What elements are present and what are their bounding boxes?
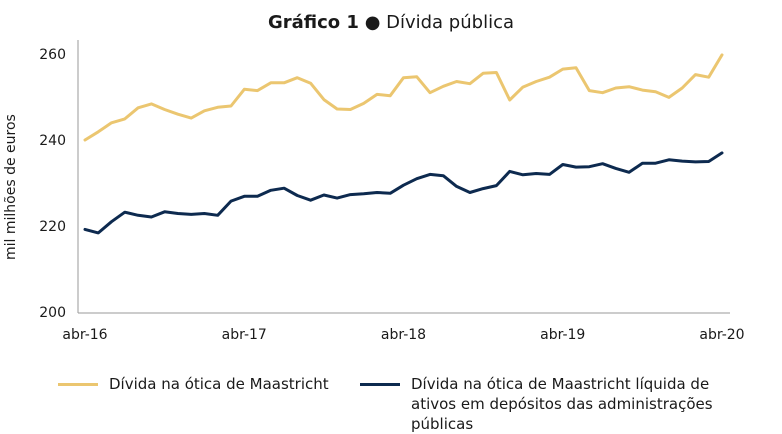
chart-title-text: ● Dívida pública [364, 12, 514, 33]
y-tick-label: 200 [39, 305, 66, 321]
legend-item-maastricht: Dívida na ótica de Maastricht [58, 374, 358, 396]
x-tick-label: abr-18 [381, 327, 426, 343]
x-tick-label: abr-20 [699, 327, 744, 343]
legend-label-maastricht-net: Dívida na ótica de Maastricht líquida de… [411, 375, 713, 433]
x-tick-label: abr-19 [540, 327, 585, 343]
legend-swatch-maastricht-net [360, 383, 400, 386]
series-line-maastricht [83, 53, 724, 142]
y-tick-label: 240 [39, 133, 66, 149]
y-tick-label: 220 [39, 219, 66, 235]
legend-label-maastricht: Dívida na ótica de Maastricht [109, 375, 329, 393]
chart-title: Gráfico 1 ● Dívida pública [0, 12, 782, 33]
x-tick-label: abr-17 [222, 327, 267, 343]
y-tick-label: 260 [39, 47, 66, 63]
chart-title-number: Gráfico 1 [267, 12, 359, 33]
legend-swatch-maastricht [58, 383, 98, 386]
series-line-maastricht-net [83, 151, 724, 235]
legend-item-maastricht-net: Dívida na ótica de Maastricht líquida de… [360, 374, 770, 433]
x-tick-label: abr-16 [62, 327, 107, 343]
